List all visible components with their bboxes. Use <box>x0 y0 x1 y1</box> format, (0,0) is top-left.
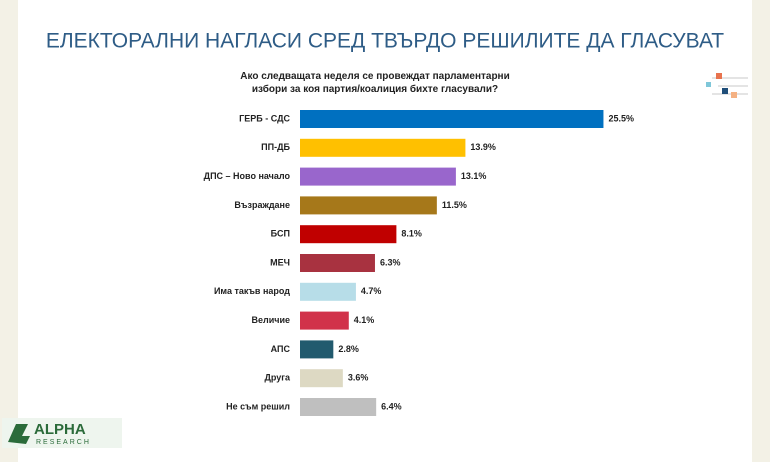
decoration <box>706 73 748 98</box>
bar <box>300 110 604 128</box>
bar <box>300 138 466 157</box>
category-label: БСП <box>271 229 290 239</box>
right-border <box>752 0 770 462</box>
value-label: 2.8% <box>338 344 359 354</box>
category-label: АПС <box>271 344 291 354</box>
logo: ALPHA RESEARCH <box>2 418 122 448</box>
bar <box>300 311 349 330</box>
value-label: 4.1% <box>354 315 375 325</box>
category-label: Величие <box>251 315 290 325</box>
value-label: 8.1% <box>401 229 422 239</box>
bar <box>300 196 437 215</box>
bar <box>300 282 356 301</box>
value-label: 11.5% <box>442 200 467 210</box>
bar <box>300 254 375 272</box>
bar <box>300 398 377 416</box>
value-label: 6.4% <box>381 401 402 411</box>
category-label: МЕЧ <box>270 257 290 267</box>
logo-name: ALPHA <box>34 421 86 438</box>
chart-subtitle: Ако следващата неделя се провеждат парла… <box>240 71 510 95</box>
logo-sub: RESEARCH <box>36 439 91 446</box>
category-label: Има такъв народ <box>214 286 290 296</box>
category-label: ГЕРБ - СДС <box>239 113 290 123</box>
bar <box>300 225 397 244</box>
value-label: 3.6% <box>348 373 369 383</box>
bar <box>300 369 343 388</box>
value-label: 13.1% <box>461 171 487 181</box>
category-label: Възраждане <box>234 200 290 210</box>
bar <box>300 340 334 359</box>
category-label: Не съм решил <box>226 401 290 411</box>
left-border <box>0 0 18 462</box>
category-label: ДПС – Ново начало <box>204 171 291 181</box>
value-label: 13.9% <box>470 142 496 152</box>
chart-title: ЕЛЕКТОРАЛНИ НАГЛАСИ СРЕД ТВЪРДО РЕШИЛИТЕ… <box>46 30 724 53</box>
value-label: 6.3% <box>380 257 401 267</box>
bar <box>300 167 456 186</box>
category-label: Друга <box>264 373 291 383</box>
value-label: 25.5% <box>608 113 634 123</box>
category-label: ПП-ДБ <box>261 142 290 152</box>
value-label: 4.7% <box>361 286 382 296</box>
